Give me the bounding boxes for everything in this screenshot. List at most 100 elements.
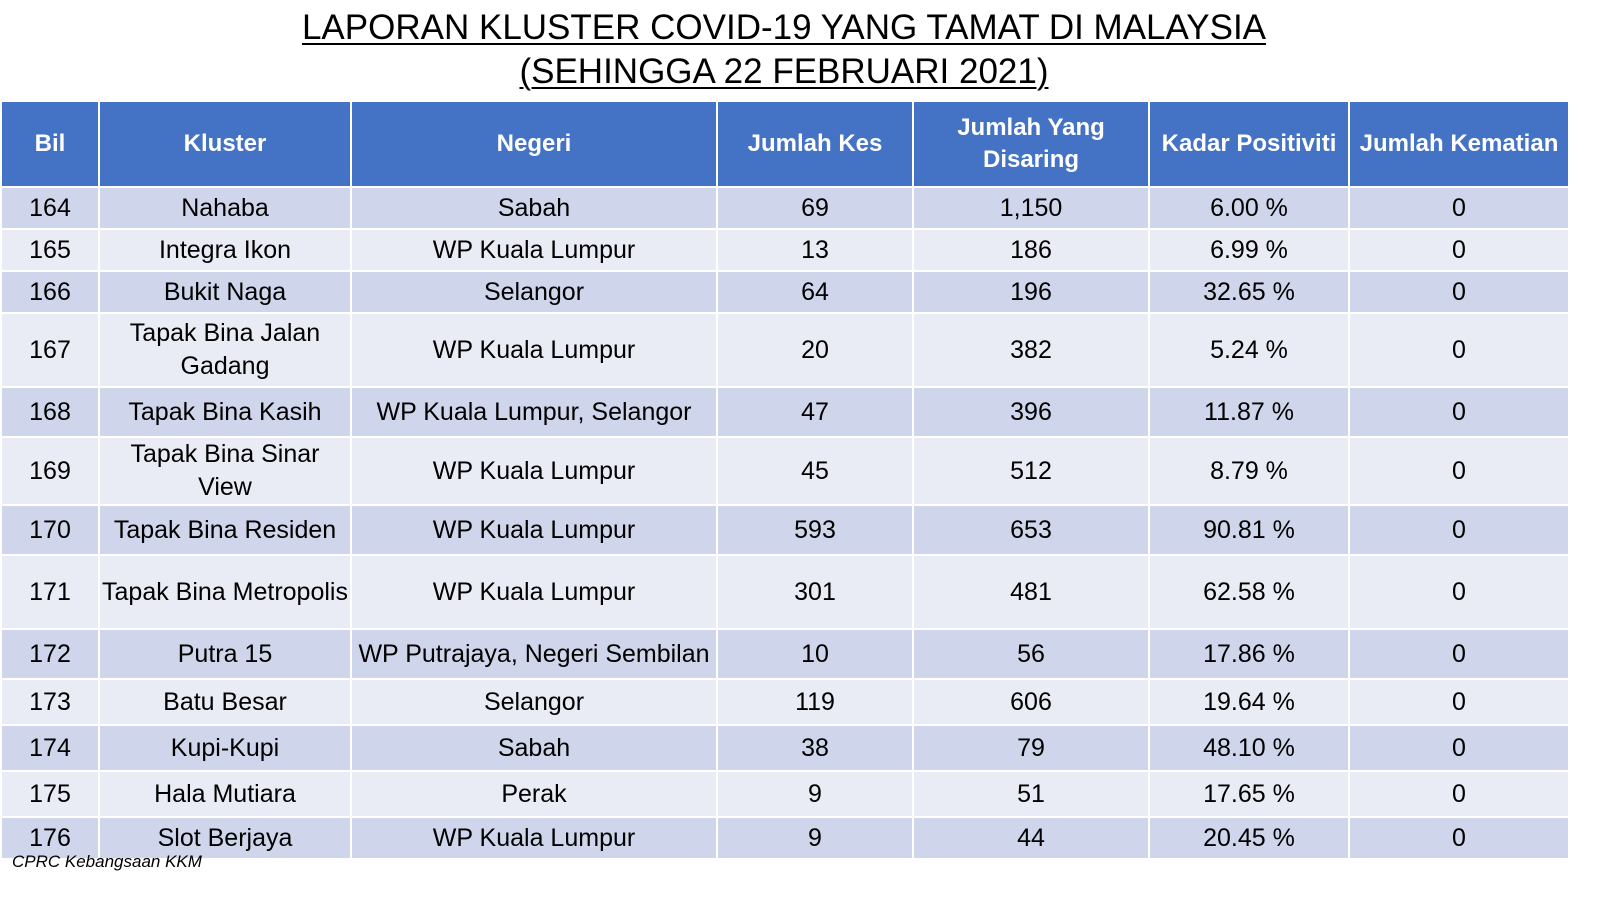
table-row: 175 Hala Mutiara Perak 9 51 17.65 % 0 bbox=[0, 770, 1570, 818]
cell-negeri: WP Kuala Lumpur bbox=[350, 312, 718, 388]
cell-kluster: Bukit Naga bbox=[98, 270, 352, 314]
cell-jumlah-disaring: 606 bbox=[912, 678, 1150, 726]
cell-negeri: Selangor bbox=[350, 270, 718, 314]
cell-bil: 166 bbox=[0, 270, 100, 314]
cell-negeri: Selangor bbox=[350, 678, 718, 726]
cell-jumlah-kes: 9 bbox=[716, 770, 914, 818]
cell-jumlah-kematian: 0 bbox=[1348, 504, 1570, 556]
cell-kadar-positiviti: 6.00 % bbox=[1148, 186, 1350, 230]
cell-bil: 169 bbox=[0, 436, 100, 506]
table-row: 172 Putra 15 WP Putrajaya, Negeri Sembilan… bbox=[0, 628, 1570, 680]
header-kadar-positiviti: Kadar Positiviti bbox=[1148, 100, 1350, 188]
cell-jumlah-kes: 593 bbox=[716, 504, 914, 556]
cell-jumlah-disaring: 196 bbox=[912, 270, 1150, 314]
cell-kluster: Integra Ikon bbox=[98, 228, 352, 272]
header-bil: Bil bbox=[0, 100, 100, 188]
cell-kadar-positiviti: 62.58 % bbox=[1148, 554, 1350, 630]
cell-kadar-positiviti: 11.87 % bbox=[1148, 386, 1350, 438]
table-row: 168 Tapak Bina Kasih WP Kuala Lumpur, Sela… bbox=[0, 386, 1570, 438]
cell-bil: 167 bbox=[0, 312, 100, 388]
cell-kadar-positiviti: 90.81 % bbox=[1148, 504, 1350, 556]
cell-bil: 168 bbox=[0, 386, 100, 438]
cell-kadar-positiviti: 5.24 % bbox=[1148, 312, 1350, 388]
cell-kadar-positiviti: 19.64 % bbox=[1148, 678, 1350, 726]
cell-jumlah-kematian: 0 bbox=[1348, 228, 1570, 272]
cell-jumlah-kes: 45 bbox=[716, 436, 914, 506]
cell-jumlah-disaring: 512 bbox=[912, 436, 1150, 506]
table-row: 164 Nahaba Sabah 69 1,150 6.00 % 0 bbox=[0, 186, 1570, 230]
page-title: LAPORAN KLUSTER COVID-19 YANG TAMAT DI M… bbox=[0, 6, 1568, 94]
cell-jumlah-disaring: 79 bbox=[912, 724, 1150, 772]
cell-negeri: Sabah bbox=[350, 724, 718, 772]
cell-jumlah-kematian: 0 bbox=[1348, 724, 1570, 772]
header-jumlah-kes: Jumlah Kes bbox=[716, 100, 914, 188]
cluster-table: Bil Kluster Negeri Jumlah Kes Jumlah Yan… bbox=[0, 100, 1570, 860]
cell-bil: 173 bbox=[0, 678, 100, 726]
cell-jumlah-kematian: 0 bbox=[1348, 436, 1570, 506]
cell-jumlah-kematian: 0 bbox=[1348, 186, 1570, 230]
title-line-1: LAPORAN KLUSTER COVID-19 YANG TAMAT DI M… bbox=[301, 8, 1267, 47]
cell-kluster: Tapak Bina Metropolis bbox=[98, 554, 352, 630]
cell-negeri: WP Kuala Lumpur bbox=[350, 816, 718, 860]
cell-jumlah-kematian: 0 bbox=[1348, 770, 1570, 818]
cell-kluster: Slot Berjaya bbox=[98, 816, 352, 860]
title-line-2: (SEHINGGA 22 FEBRUARI 2021) bbox=[519, 52, 1049, 91]
cell-negeri: WP Kuala Lumpur bbox=[350, 554, 718, 630]
cell-negeri: WP Kuala Lumpur bbox=[350, 436, 718, 506]
cell-jumlah-kes: 64 bbox=[716, 270, 914, 314]
cell-jumlah-kematian: 0 bbox=[1348, 554, 1570, 630]
cell-jumlah-disaring: 1,150 bbox=[912, 186, 1150, 230]
cell-bil: 174 bbox=[0, 724, 100, 772]
cell-bil: 170 bbox=[0, 504, 100, 556]
table-row: 167 Tapak Bina Jalan Gadang WP Kuala Lumpu… bbox=[0, 312, 1570, 388]
table-row: 176 Slot Berjaya WP Kuala Lumpur 9 44 20.45 %… bbox=[0, 816, 1570, 860]
cell-bil: 172 bbox=[0, 628, 100, 680]
cell-jumlah-kes: 10 bbox=[716, 628, 914, 680]
cell-jumlah-kematian: 0 bbox=[1348, 816, 1570, 860]
cell-kluster: Putra 15 bbox=[98, 628, 352, 680]
table-row: 169 Tapak Bina Sinar View WP Kuala Lumpur 4… bbox=[0, 436, 1570, 506]
table-body: 164 Nahaba Sabah 69 1,150 6.00 % 0 165 Integra I… bbox=[0, 186, 1570, 860]
table-row: 171 Tapak Bina Metropolis WP Kuala Lumpur 3… bbox=[0, 554, 1570, 630]
header-jumlah-kematian: Jumlah Kematian bbox=[1348, 100, 1570, 188]
cell-kluster: Tapak Bina Jalan Gadang bbox=[98, 312, 352, 388]
cell-kluster: Tapak Bina Residen bbox=[98, 504, 352, 556]
cell-negeri: Sabah bbox=[350, 186, 718, 230]
cell-kadar-positiviti: 8.79 % bbox=[1148, 436, 1350, 506]
cell-jumlah-disaring: 382 bbox=[912, 312, 1150, 388]
cell-jumlah-kes: 13 bbox=[716, 228, 914, 272]
cell-kadar-positiviti: 32.65 % bbox=[1148, 270, 1350, 314]
cell-jumlah-disaring: 653 bbox=[912, 504, 1150, 556]
table-row: 165 Integra Ikon WP Kuala Lumpur 13 186 6.99 … bbox=[0, 228, 1570, 272]
cell-kluster: Nahaba bbox=[98, 186, 352, 230]
cell-bil: 171 bbox=[0, 554, 100, 630]
cell-jumlah-kes: 69 bbox=[716, 186, 914, 230]
cell-kluster: Tapak Bina Sinar View bbox=[98, 436, 352, 506]
cell-bil: 164 bbox=[0, 186, 100, 230]
cell-kadar-positiviti: 20.45 % bbox=[1148, 816, 1350, 860]
cell-jumlah-disaring: 44 bbox=[912, 816, 1150, 860]
cell-jumlah-kes: 301 bbox=[716, 554, 914, 630]
cell-kadar-positiviti: 17.86 % bbox=[1148, 628, 1350, 680]
cell-kluster: Batu Besar bbox=[98, 678, 352, 726]
header-row: Bil Kluster Negeri Jumlah Kes Jumlah Yan… bbox=[0, 100, 1570, 188]
cell-kadar-positiviti: 17.65 % bbox=[1148, 770, 1350, 818]
table-row: 166 Bukit Naga Selangor 64 196 32.65 % 0 bbox=[0, 270, 1570, 314]
cell-jumlah-kematian: 0 bbox=[1348, 678, 1570, 726]
table-row: 170 Tapak Bina Residen WP Kuala Lumpur 593 6… bbox=[0, 504, 1570, 556]
cell-jumlah-disaring: 56 bbox=[912, 628, 1150, 680]
cell-kluster: Kupi-Kupi bbox=[98, 724, 352, 772]
cell-kluster: Hala Mutiara bbox=[98, 770, 352, 818]
cell-jumlah-kematian: 0 bbox=[1348, 270, 1570, 314]
cell-jumlah-kes: 9 bbox=[716, 816, 914, 860]
cell-jumlah-disaring: 481 bbox=[912, 554, 1150, 630]
table-header: Bil Kluster Negeri Jumlah Kes Jumlah Yan… bbox=[0, 100, 1570, 188]
cell-negeri: WP Putrajaya, Negeri Sembilan bbox=[350, 628, 718, 680]
cell-jumlah-disaring: 396 bbox=[912, 386, 1150, 438]
cell-kadar-positiviti: 48.10 % bbox=[1148, 724, 1350, 772]
header-negeri: Negeri bbox=[350, 100, 718, 188]
cell-negeri: WP Kuala Lumpur bbox=[350, 228, 718, 272]
cell-bil: 175 bbox=[0, 770, 100, 818]
cell-bil: 176 bbox=[0, 816, 100, 860]
cell-kluster: Tapak Bina Kasih bbox=[98, 386, 352, 438]
